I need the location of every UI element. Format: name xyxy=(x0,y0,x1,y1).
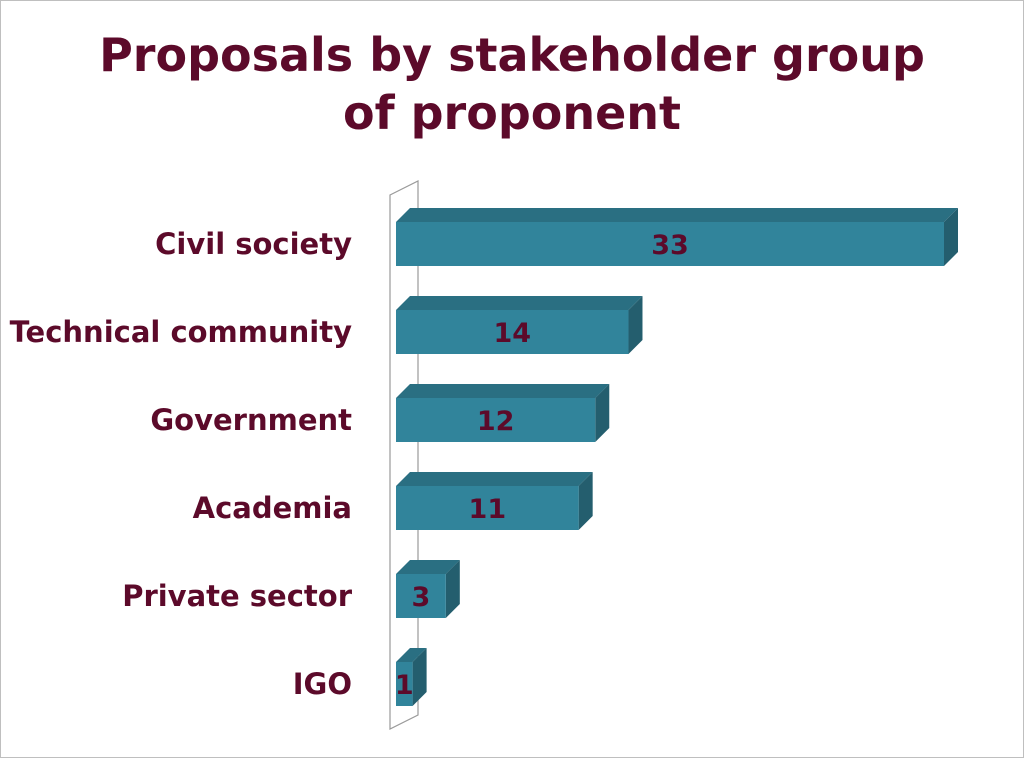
bar-front-face xyxy=(396,398,596,442)
bar-1 xyxy=(396,208,958,266)
category-label-5: Private sector xyxy=(122,579,353,613)
bar-top-face xyxy=(396,472,593,486)
chart-title: Proposals by stakeholder group of propon… xyxy=(0,26,1024,142)
chart-title-line-2: of proponent xyxy=(342,86,682,140)
bar-side-face xyxy=(445,560,460,618)
value-label-4: 11 xyxy=(469,494,507,525)
bar-top-face xyxy=(396,560,460,574)
bars-group xyxy=(396,208,958,706)
category-label-1: Civil society xyxy=(155,227,352,261)
bar-3 xyxy=(396,384,610,442)
bar-4 xyxy=(396,472,593,530)
bar-side-face xyxy=(412,648,427,706)
axis-wall-outline xyxy=(389,180,419,730)
chart-title-line-1: Proposals by stakeholder group xyxy=(99,28,925,82)
value-label-5: 3 xyxy=(412,582,431,613)
bar-front-face xyxy=(396,662,413,706)
bar-6 xyxy=(396,648,427,706)
bar-top-face xyxy=(396,648,427,662)
bar-2 xyxy=(396,296,643,354)
value-label-2: 14 xyxy=(493,318,531,349)
bar-front-face xyxy=(396,222,944,266)
bar-front-face xyxy=(396,486,579,530)
bar-side-face xyxy=(628,296,643,354)
bar-top-face xyxy=(396,296,643,310)
category-label-4: Academia xyxy=(193,491,352,525)
category-label-3: Government xyxy=(150,403,352,437)
bar-5 xyxy=(396,560,460,618)
category-label-2: Technical community xyxy=(10,315,352,349)
bar-side-face xyxy=(595,384,610,442)
category-axis-wall xyxy=(389,180,419,730)
category-label-6: IGO xyxy=(293,667,352,701)
bar-front-face xyxy=(396,574,446,618)
value-label-6: 1 xyxy=(395,670,414,701)
bar-top-face xyxy=(396,208,958,222)
value-label-3: 12 xyxy=(477,406,515,437)
value-label-1: 33 xyxy=(651,230,689,261)
value-labels: 33 14 12 11 3 1 xyxy=(395,230,689,701)
bar-side-face xyxy=(944,208,958,266)
bar-top-face xyxy=(396,384,610,398)
category-labels: Civil society Technical community Governme… xyxy=(10,227,353,701)
bar-front-face xyxy=(396,310,629,354)
bar-side-face xyxy=(578,472,593,530)
